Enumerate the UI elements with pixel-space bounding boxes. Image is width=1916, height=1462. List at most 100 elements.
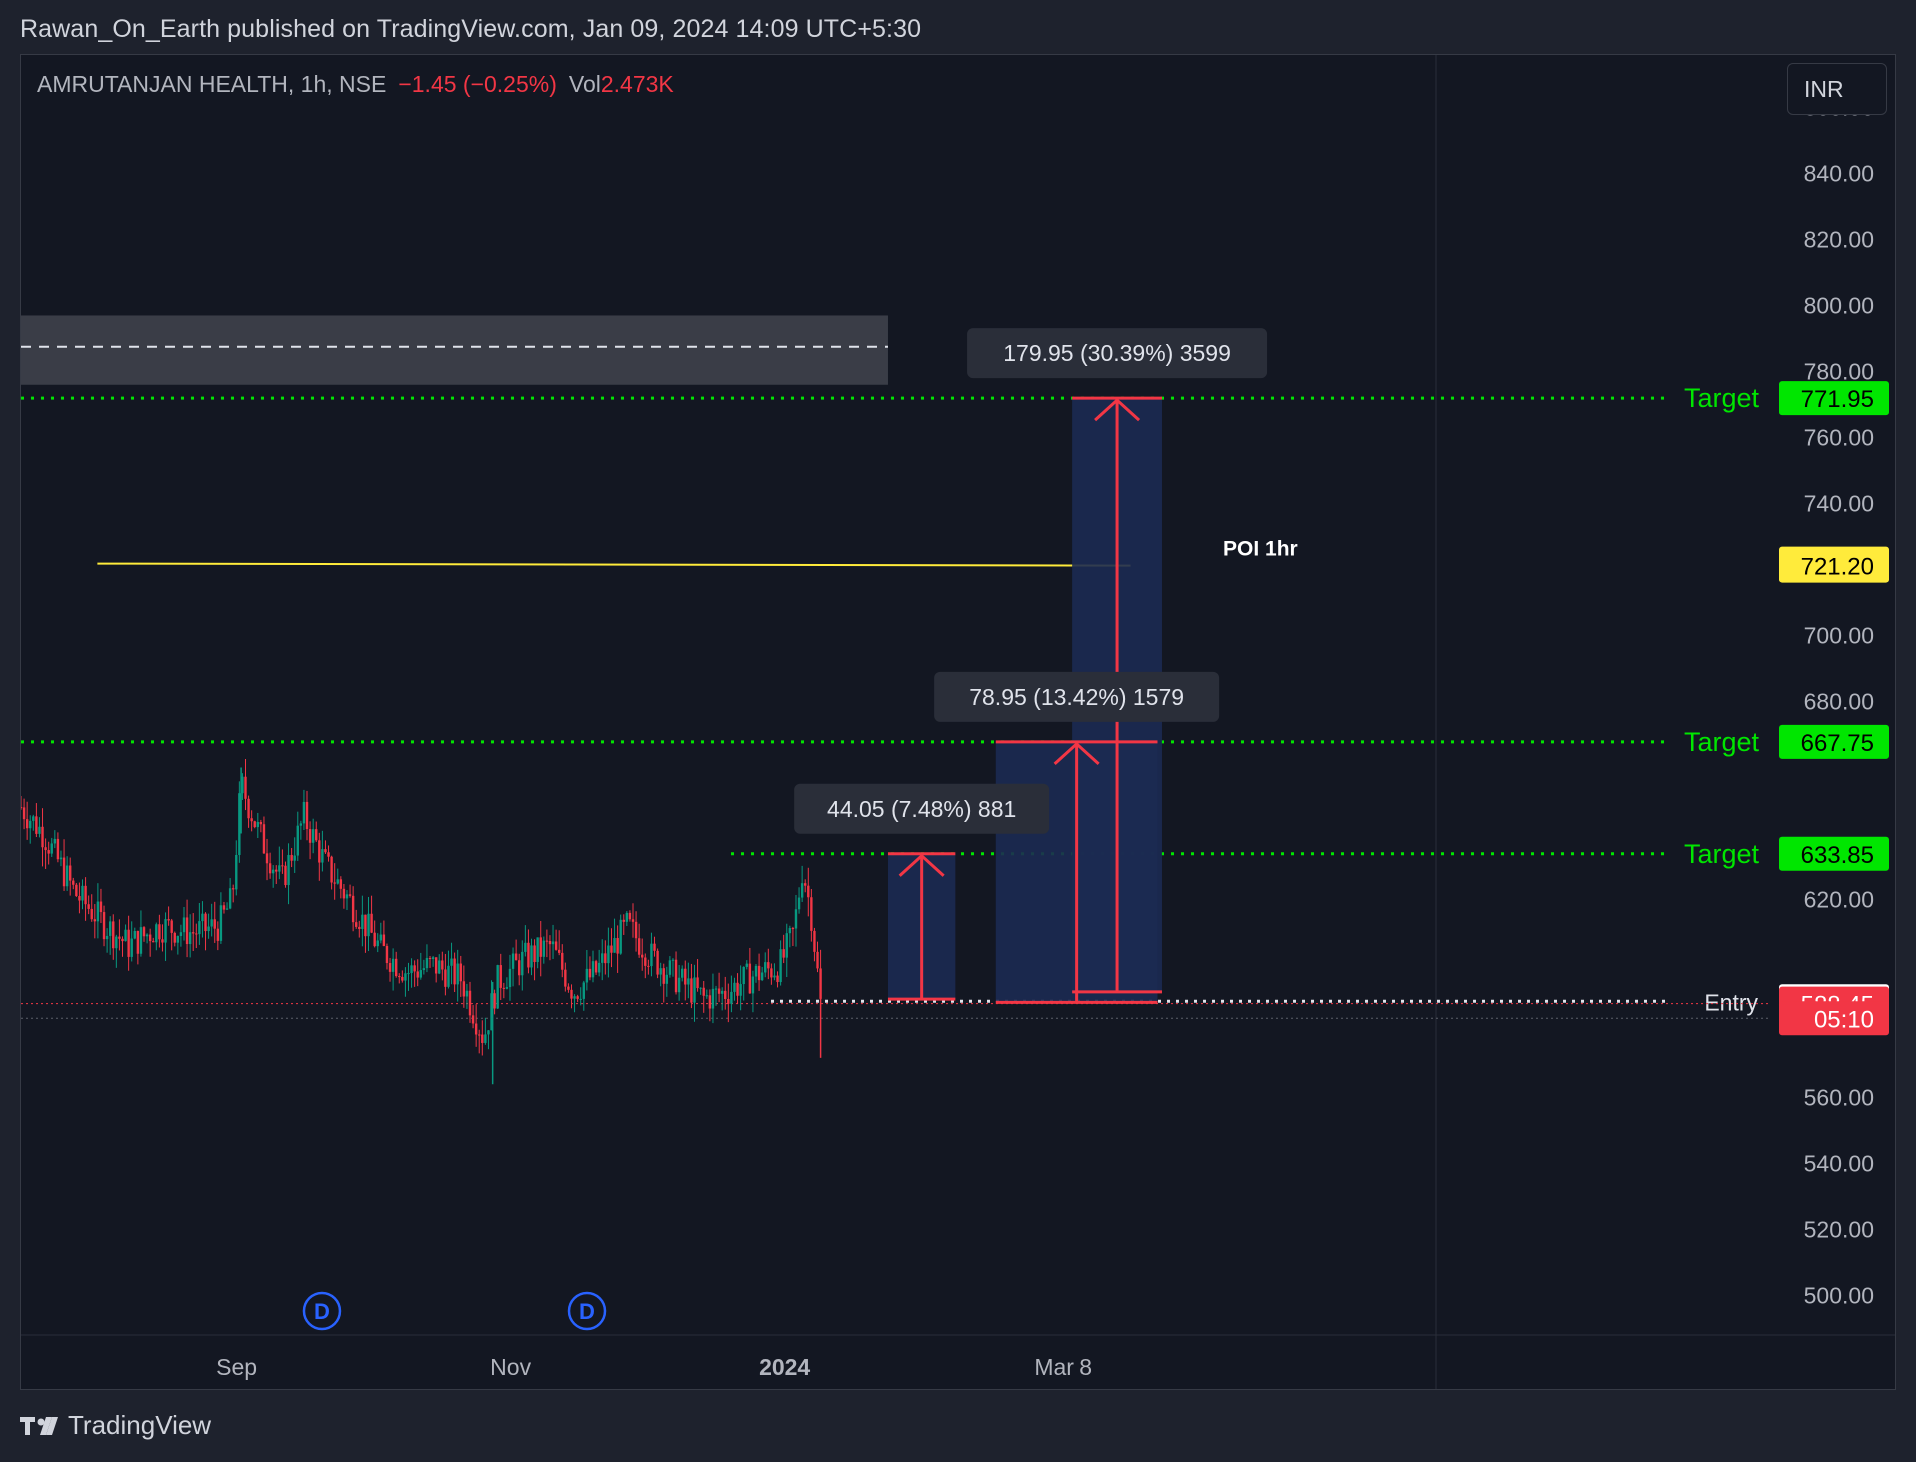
candle-body xyxy=(641,954,644,958)
poi-label: POI 1hr xyxy=(1223,538,1298,561)
price-chart[interactable]: Target Target Target Entry POI 1hr 44.05 (7… xyxy=(21,55,1896,1390)
candle-body xyxy=(570,989,573,999)
candle-body xyxy=(170,920,173,933)
time-tick-label: Mar xyxy=(1034,1354,1074,1380)
candle-body xyxy=(112,921,115,949)
candle-body xyxy=(690,978,693,1003)
candle-body xyxy=(222,905,226,910)
measure-label: 179.95 (30.39%) 3599 xyxy=(1003,340,1231,366)
candle-body xyxy=(496,965,499,1009)
candle-body xyxy=(674,959,678,993)
candle-body xyxy=(358,926,361,930)
candle-body xyxy=(456,963,459,985)
candle-body xyxy=(502,987,506,989)
candle-body xyxy=(182,917,186,933)
candle-body xyxy=(152,941,155,943)
measure-arrow-head xyxy=(1053,741,1100,766)
candle-body xyxy=(656,950,659,975)
candle-body xyxy=(44,847,47,851)
candle-body xyxy=(539,937,542,957)
candle-body xyxy=(213,919,216,929)
candle-body xyxy=(241,776,244,794)
candle-body xyxy=(225,908,229,910)
candle-body xyxy=(739,984,742,996)
candle-body xyxy=(594,961,598,973)
candle-body xyxy=(173,932,176,943)
price-tick-label: 840.00 xyxy=(1804,161,1874,187)
price-tick-label: 560.00 xyxy=(1804,1084,1874,1110)
candle-body xyxy=(271,869,275,874)
dividend-marker[interactable] xyxy=(302,1291,342,1331)
candle-body xyxy=(228,888,232,909)
candle-body xyxy=(333,882,336,884)
candle-body xyxy=(210,919,213,927)
candle-body xyxy=(610,945,613,953)
currency-button[interactable]: INR xyxy=(1787,63,1887,115)
candle-body xyxy=(108,921,112,936)
candle-body xyxy=(155,924,158,943)
target-label: Target xyxy=(1684,383,1760,413)
candle-body xyxy=(93,919,97,922)
candle-body xyxy=(278,865,281,872)
candle-body xyxy=(404,973,407,981)
price-tick-label: 680.00 xyxy=(1804,689,1874,715)
candle-body xyxy=(613,938,616,953)
measure-label-box xyxy=(934,671,1220,722)
price-badge-label: 05:10 xyxy=(1814,1006,1874,1033)
candle-body xyxy=(634,921,638,939)
candle-body xyxy=(573,996,576,999)
candle-body xyxy=(262,824,266,854)
candle-body xyxy=(35,816,38,834)
price-tick-label: 620.00 xyxy=(1804,886,1874,912)
measure-arrow-head xyxy=(1094,398,1141,422)
measure-label-box xyxy=(967,328,1268,379)
candle-body xyxy=(668,960,672,975)
publish-info: Rawan_On_Earth published on TradingView.… xyxy=(20,15,922,43)
dividend-marker[interactable] xyxy=(567,1291,607,1331)
candle-body xyxy=(514,953,518,961)
candle-body xyxy=(490,993,493,1031)
candle-body xyxy=(299,823,303,826)
price-tick-label: 740.00 xyxy=(1804,491,1874,517)
price-tick-label: 520.00 xyxy=(1804,1216,1874,1242)
candle-body xyxy=(321,849,324,863)
candle-body xyxy=(284,865,287,886)
candle-body xyxy=(75,884,78,897)
candle-body xyxy=(561,952,564,970)
candle-body xyxy=(361,914,364,930)
candle-body xyxy=(56,838,60,860)
entry-label: Entry xyxy=(1704,989,1758,1015)
candle-body xyxy=(727,999,730,1004)
candle-body xyxy=(305,801,309,830)
candle-body xyxy=(425,958,429,969)
candle-body xyxy=(785,933,788,958)
candle-body xyxy=(161,939,164,943)
candle-body xyxy=(318,840,321,863)
candle-body xyxy=(204,913,207,932)
candle-body xyxy=(287,854,290,886)
candle-body xyxy=(29,820,32,829)
candle-body xyxy=(724,990,727,1000)
chart-panel[interactable]: Target Target Target Entry POI 1hr 44.05 (7… xyxy=(20,54,1896,1390)
candle-body xyxy=(367,913,370,937)
candle-body xyxy=(810,897,813,931)
candle-body xyxy=(582,982,585,999)
candle-body xyxy=(188,932,192,945)
footer-brand[interactable]: TradingView xyxy=(20,1410,211,1441)
candle-body xyxy=(493,993,496,1009)
candle-body xyxy=(207,926,210,932)
candle-body xyxy=(219,905,223,941)
candle-body xyxy=(431,957,435,959)
candle-body xyxy=(484,1034,487,1043)
candle-body xyxy=(714,988,718,990)
candle-body xyxy=(385,945,389,964)
candle-body xyxy=(32,816,35,821)
candle-body xyxy=(481,1034,484,1043)
volume-value: 2.473K xyxy=(600,71,674,97)
candle-body xyxy=(373,932,376,947)
symbol-name: AMRUTANJAN HEALTH, 1h, NSE xyxy=(37,71,387,97)
candle-body xyxy=(339,879,343,889)
candle-body xyxy=(130,938,133,957)
candle-body xyxy=(459,963,462,982)
candle-body xyxy=(471,1015,475,1024)
